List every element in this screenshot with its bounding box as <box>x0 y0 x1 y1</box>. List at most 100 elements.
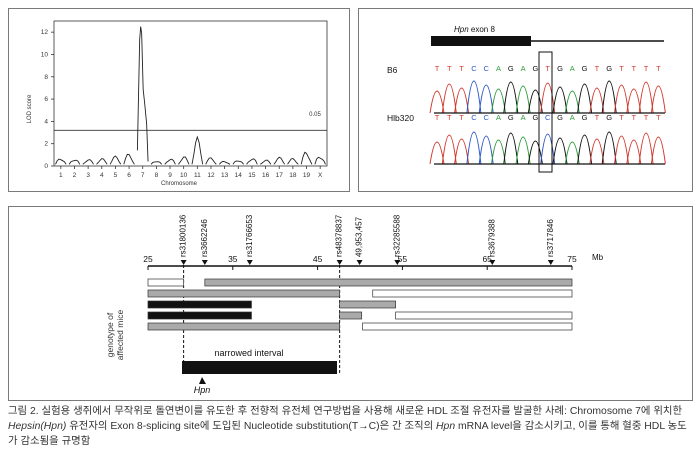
genotype-label-line2: affected mice <box>115 310 125 361</box>
base-call: A <box>570 113 575 122</box>
marker-label: rs31800136 <box>179 214 188 257</box>
trace-peak <box>429 141 445 165</box>
y-tick-label: 2 <box>44 141 48 148</box>
chromosome-label-11: 11 <box>194 172 201 179</box>
genotype-segment <box>372 289 573 298</box>
trace-peak <box>601 131 617 165</box>
base-call: C <box>471 113 477 122</box>
lod-trace-chr-13 <box>218 160 231 165</box>
chromosome-label-14: 14 <box>235 172 243 179</box>
lod-trace-chr-7 <box>136 26 149 162</box>
lod-trace-chr-6 <box>123 153 135 165</box>
trace-peak <box>527 140 543 165</box>
chromosome-label-18: 18 <box>289 172 297 179</box>
scale-label-65: 65 <box>482 254 492 264</box>
base-call: T <box>656 113 661 122</box>
base-call: G <box>606 113 612 122</box>
genotype-segment <box>147 289 340 298</box>
trace-peak <box>441 83 457 114</box>
base-call: T <box>595 64 600 73</box>
trace-peak <box>478 84 494 114</box>
y-tick-label: 0 <box>44 163 48 170</box>
base-call: T <box>447 113 452 122</box>
base-call: A <box>496 64 501 73</box>
trace-peak <box>454 87 470 114</box>
strain-b6-label: B6 <box>387 65 398 75</box>
caption-gene-hpn: Hpn <box>436 421 456 432</box>
base-call: A <box>570 64 575 73</box>
caption-text-2: 유전자의 Exon 8-splicing site에 도입된 Nucleotid… <box>66 421 437 432</box>
scale-label-25: 25 <box>143 254 153 264</box>
lod-trace-chr-9 <box>164 158 176 165</box>
genotype-segment <box>339 311 363 320</box>
chromosome-label-7: 7 <box>141 172 145 179</box>
marker-label: rs3679388 <box>487 219 496 257</box>
trace-peak <box>429 90 445 114</box>
base-call: T <box>644 113 649 122</box>
narrowed-interval-label: narrowed interval <box>214 348 283 358</box>
marker-arrow <box>246 260 253 265</box>
marker-label: 49,953,457 <box>355 216 364 257</box>
trace-peak <box>441 134 457 165</box>
base-call: G <box>508 64 514 73</box>
genotype-segment <box>204 278 573 287</box>
trace-peak <box>466 80 482 114</box>
chromosome-label-1: 1 <box>59 172 63 179</box>
lod-trace-chr-18 <box>287 157 299 165</box>
mutation-highlight-box <box>538 51 553 173</box>
lod-trace-chr-5 <box>109 155 122 165</box>
chromosome-label-5: 5 <box>114 172 118 179</box>
caption-text-3: mRNA level을 감소시키고, 이를 통해 혈중 HDL 농도가 감소됨을… <box>8 421 687 447</box>
base-call: T <box>459 113 464 122</box>
chromosome-label-4: 4 <box>100 172 104 179</box>
lod-trace-chr-16 <box>260 159 272 165</box>
base-call: C <box>483 64 489 73</box>
y-tick-label: 10 <box>41 51 49 58</box>
trace-peak <box>466 131 482 165</box>
marker-label: rs3662246 <box>200 219 209 257</box>
scale-label-55: 55 <box>398 254 408 264</box>
base-call: C <box>471 64 477 73</box>
trace-peak <box>638 81 654 114</box>
lod-trace-chr-1 <box>55 158 67 165</box>
trace-peak <box>614 135 629 165</box>
trace-peak <box>650 136 666 165</box>
base-call: C <box>483 113 489 122</box>
base-call: G <box>532 64 538 73</box>
trace-peak <box>650 85 666 114</box>
trace-peak <box>503 81 519 114</box>
genotype-label-line1: genotype of <box>105 312 115 357</box>
lod-trace-chr-10 <box>178 156 190 165</box>
base-call: T <box>459 64 464 73</box>
genotype-segment <box>339 300 396 309</box>
marker-arrow <box>547 260 554 265</box>
genotype-segment <box>395 311 573 320</box>
lod-trace-chr-X <box>314 156 326 165</box>
chromosome-label-15: 15 <box>248 172 256 179</box>
trace-peak <box>589 87 605 114</box>
marker-label: rs48378837 <box>335 214 344 257</box>
base-call: T <box>435 64 440 73</box>
chromosome-label-16: 16 <box>262 172 270 179</box>
lod-trace-chr-14 <box>232 160 244 165</box>
base-call: T <box>619 113 624 122</box>
base-call: A <box>496 113 501 122</box>
lod-trace-chr-4 <box>96 158 108 165</box>
caption-gene-hepsin: Hepsin(Hpn) <box>8 421 67 432</box>
marker-label: rs32285588 <box>392 214 401 257</box>
trace-peak <box>540 133 556 165</box>
lod-trace-chr-3 <box>82 159 94 165</box>
exon-8-box <box>431 36 531 46</box>
lod-trace-chr-2 <box>68 159 81 165</box>
chromosome-label-X: X <box>318 172 323 179</box>
base-call: T <box>632 113 637 122</box>
base-call: T <box>632 64 637 73</box>
lod-trace-chr-19 <box>300 151 313 165</box>
genotype-segment <box>147 300 252 309</box>
trace-peak <box>552 137 568 165</box>
trace-peak <box>515 85 531 114</box>
trace-peak <box>626 139 642 165</box>
